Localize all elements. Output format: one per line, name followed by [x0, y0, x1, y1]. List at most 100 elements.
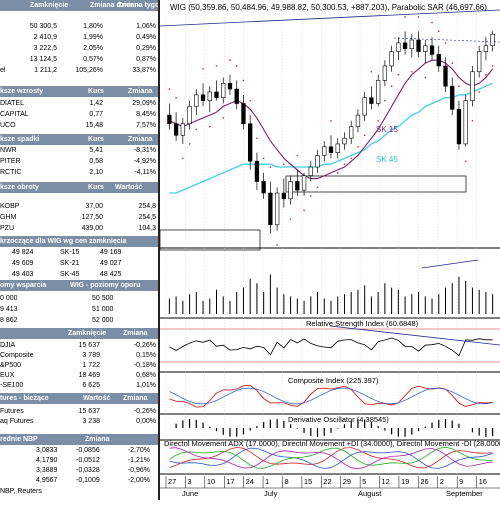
- sar-dot: [485, 73, 487, 76]
- sar-dot: [404, 16, 406, 18]
- candle-up: [409, 39, 414, 49]
- futures-title: tures - bieżące: [0, 395, 49, 402]
- support-value: 9 413: [0, 306, 18, 313]
- turnover-row: PZU 439,00 104,3: [0, 224, 158, 234]
- candle-up: [375, 80, 381, 104]
- candle-up: [477, 51, 482, 73]
- loser-row: NWR 5,41 -8,31%: [0, 146, 158, 156]
- sar-dot: [464, 160, 467, 163]
- candle-down: [248, 123, 253, 162]
- loser-row: RCTIC 2,10 -4,11%: [0, 168, 158, 178]
- chart-grid: [160, 14, 500, 475]
- sar-dot: [478, 91, 480, 93]
- gainer-row: DIATEL 1,42 29,09%: [0, 99, 158, 109]
- gainer-price: 15,48: [85, 122, 103, 129]
- loser-name: NWR: [0, 147, 17, 154]
- sar-dot: [363, 134, 366, 137]
- derivative-panel: [175, 419, 494, 437]
- annotation-box: [285, 175, 467, 193]
- candle-up: [207, 91, 212, 101]
- x-tick-label: 2: [440, 477, 444, 486]
- futures-change: 0,00%: [136, 418, 156, 425]
- sar-dot: [316, 186, 319, 189]
- candle-down: [173, 123, 179, 136]
- crossing-value-2: 48 425: [100, 271, 122, 278]
- dmi-line: [169, 447, 493, 469]
- resist-value: 50 500: [92, 295, 114, 302]
- world-header: Zamknięcie Zmiana: [0, 328, 158, 339]
- futures-row: Futures 15 637 -0,26%: [0, 407, 158, 417]
- index-week: 0,49%: [136, 34, 156, 41]
- candle-up: [483, 45, 489, 52]
- turnover-row: KOBP 37,00 254,8: [0, 202, 158, 212]
- futures-header: tures - bieżące Wartość Zmiana: [0, 393, 158, 404]
- sar-dot: [377, 120, 379, 122]
- source-text: NBP, Reuters: [0, 488, 42, 495]
- volume-panel: [168, 274, 494, 314]
- index-row: 50 300,5 1,80% 1,06%: [0, 22, 158, 32]
- candle-down: [261, 181, 266, 194]
- nbp-row: 3,0833 -0,0856 -2,70%: [0, 446, 158, 456]
- gainer-change: 7,57%: [136, 122, 156, 129]
- index-close: 50 300,5: [29, 23, 57, 30]
- candle-up: [322, 146, 327, 156]
- loser-price: 0,58: [89, 158, 103, 165]
- nbp-close: 4,1790: [36, 457, 58, 464]
- world-row: DJIA 15 637 -0,26%: [0, 341, 158, 351]
- col-price: Kurs: [88, 184, 104, 191]
- losers-title: ksze spadki: [0, 136, 40, 143]
- sar-dot: [491, 65, 494, 67]
- candle-down: [328, 146, 334, 153]
- futures-name: Futures: [0, 408, 24, 415]
- world-close: 15 637: [78, 342, 100, 349]
- sar-dot: [256, 137, 258, 139]
- nbp-title: rednie NBP: [0, 436, 38, 443]
- world-change: 1,01%: [136, 382, 156, 389]
- candle-up: [355, 114, 361, 127]
- candle-down: [281, 192, 287, 200]
- col-change: Zmiana: [128, 88, 153, 95]
- crossing-header: krzoczące dla WIG wg cen zamknięcia: [0, 236, 158, 247]
- sar-dot: [323, 174, 326, 177]
- sar-dot: [350, 157, 353, 160]
- index-day: 0,57%: [83, 56, 103, 63]
- sar-dot: [249, 99, 251, 102]
- nbp-row: 4,1790 -0,0512 -1,21%: [0, 456, 158, 466]
- crossing-value: 49 824: [12, 249, 34, 256]
- sar-dot: [309, 195, 312, 197]
- loser-name: PITER: [0, 158, 21, 165]
- loser-price: 2,10: [89, 169, 103, 176]
- gainer-price: 0,77: [89, 111, 103, 118]
- nbp-diff: -0,0512: [76, 457, 100, 464]
- chart-title: WIG (50,359.86, 50,484.96, 49,988.82, 50…: [170, 3, 487, 12]
- x-tick-label: 19: [401, 477, 409, 486]
- gainer-name: CAPITAL: [0, 111, 29, 118]
- footer-source: NBP, Reuters: [0, 487, 158, 497]
- loser-row: PITER 0,58 -4,92%: [0, 157, 158, 167]
- col-change: Zmiana: [123, 395, 148, 402]
- x-tick-label: 1: [265, 477, 269, 486]
- col-change: Zmiana: [85, 436, 110, 443]
- index-row: 2 410,9 1,99% 0,49%: [0, 33, 158, 43]
- sar-dot: [471, 120, 474, 122]
- sar-dot: [336, 172, 339, 174]
- turnover-header: ksze obroty Kurs Wartość: [0, 182, 158, 193]
- candle-up: [362, 97, 367, 116]
- sar-dot: [458, 85, 460, 87]
- level-row: 8 862 52 000: [0, 316, 158, 326]
- gainers-header: ksze wzrosty Kurs Zmiana: [0, 86, 158, 97]
- candle-up: [274, 192, 280, 226]
- futures-close: 3 238: [82, 418, 100, 425]
- loser-change: -4,92%: [133, 158, 156, 165]
- sar-dot: [222, 117, 225, 119]
- price-panel: [159, 9, 500, 269]
- index-week: 0,29%: [136, 45, 156, 52]
- candle-up: [389, 51, 394, 67]
- x-tick-label: 26: [420, 477, 428, 486]
- col-value: Wartość: [83, 395, 111, 402]
- x-tick-label: 8: [284, 477, 288, 486]
- index-close: 3 222,5: [33, 45, 57, 52]
- candle-up: [301, 175, 307, 191]
- candle-up: [349, 126, 354, 139]
- nbp-close: 4,9567: [36, 477, 58, 484]
